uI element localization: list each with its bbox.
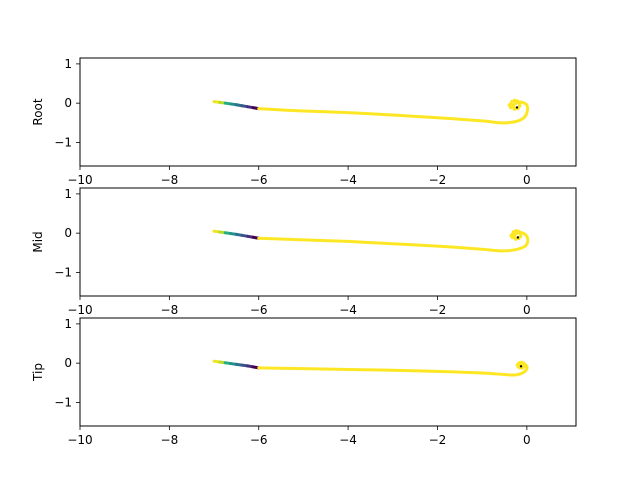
y-tick-label: 1 [64,317,72,331]
y-tick-label: −1 [54,395,72,409]
y-tick-label: −1 [54,135,72,149]
x-tick-label: −4 [339,173,357,187]
trajectory-curve [257,100,530,125]
x-tick-label: −4 [339,303,357,317]
x-tick-label: −4 [339,433,357,447]
center-point [519,365,523,368]
axes-frame [79,57,577,167]
y-tick-label: −1 [54,265,72,279]
swirl-point [510,99,514,104]
x-tick-label: −8 [161,433,179,447]
x-tick-label: −2 [429,173,447,187]
swirl-point [511,230,516,234]
x-tick-label: 0 [523,303,531,317]
x-tick-label: −10 [67,303,92,317]
y-tick-label: 1 [64,187,72,201]
y-tick-label: 0 [64,356,72,370]
x-tick-label: 0 [523,173,531,187]
y-tick-label: 1 [64,57,72,71]
swirl-point [515,363,520,367]
x-tick-label: −2 [429,303,447,317]
y-tick-label: 0 [64,226,72,240]
x-tick-label: −6 [250,433,268,447]
swirl-point [509,233,514,238]
x-tick-label: −10 [67,433,92,447]
trajectory-curve [257,230,530,253]
center-point [516,236,520,239]
plot-area [212,229,530,253]
x-tick-label: 0 [523,433,531,447]
axes-frame [79,317,577,427]
y-axis-label: Tip [31,363,45,382]
x-tick-label: −6 [250,173,268,187]
swirl-point [512,107,517,111]
x-tick-label: −10 [67,173,92,187]
y-axis-label: Root [31,98,45,125]
axes-frame [79,187,577,297]
center-point [515,106,519,109]
swirl-point [507,103,512,107]
swirl-point [518,231,523,236]
y-axis-label: Mid [31,231,45,252]
y-tick-label: 0 [64,96,72,110]
x-tick-label: −6 [250,303,268,317]
x-tick-label: −8 [161,173,179,187]
plot-area [212,359,529,377]
x-tick-label: −8 [161,303,179,317]
plot-area [212,98,530,125]
x-tick-label: −2 [429,433,447,447]
swirl-point [517,101,522,105]
swirl-point [513,237,518,241]
